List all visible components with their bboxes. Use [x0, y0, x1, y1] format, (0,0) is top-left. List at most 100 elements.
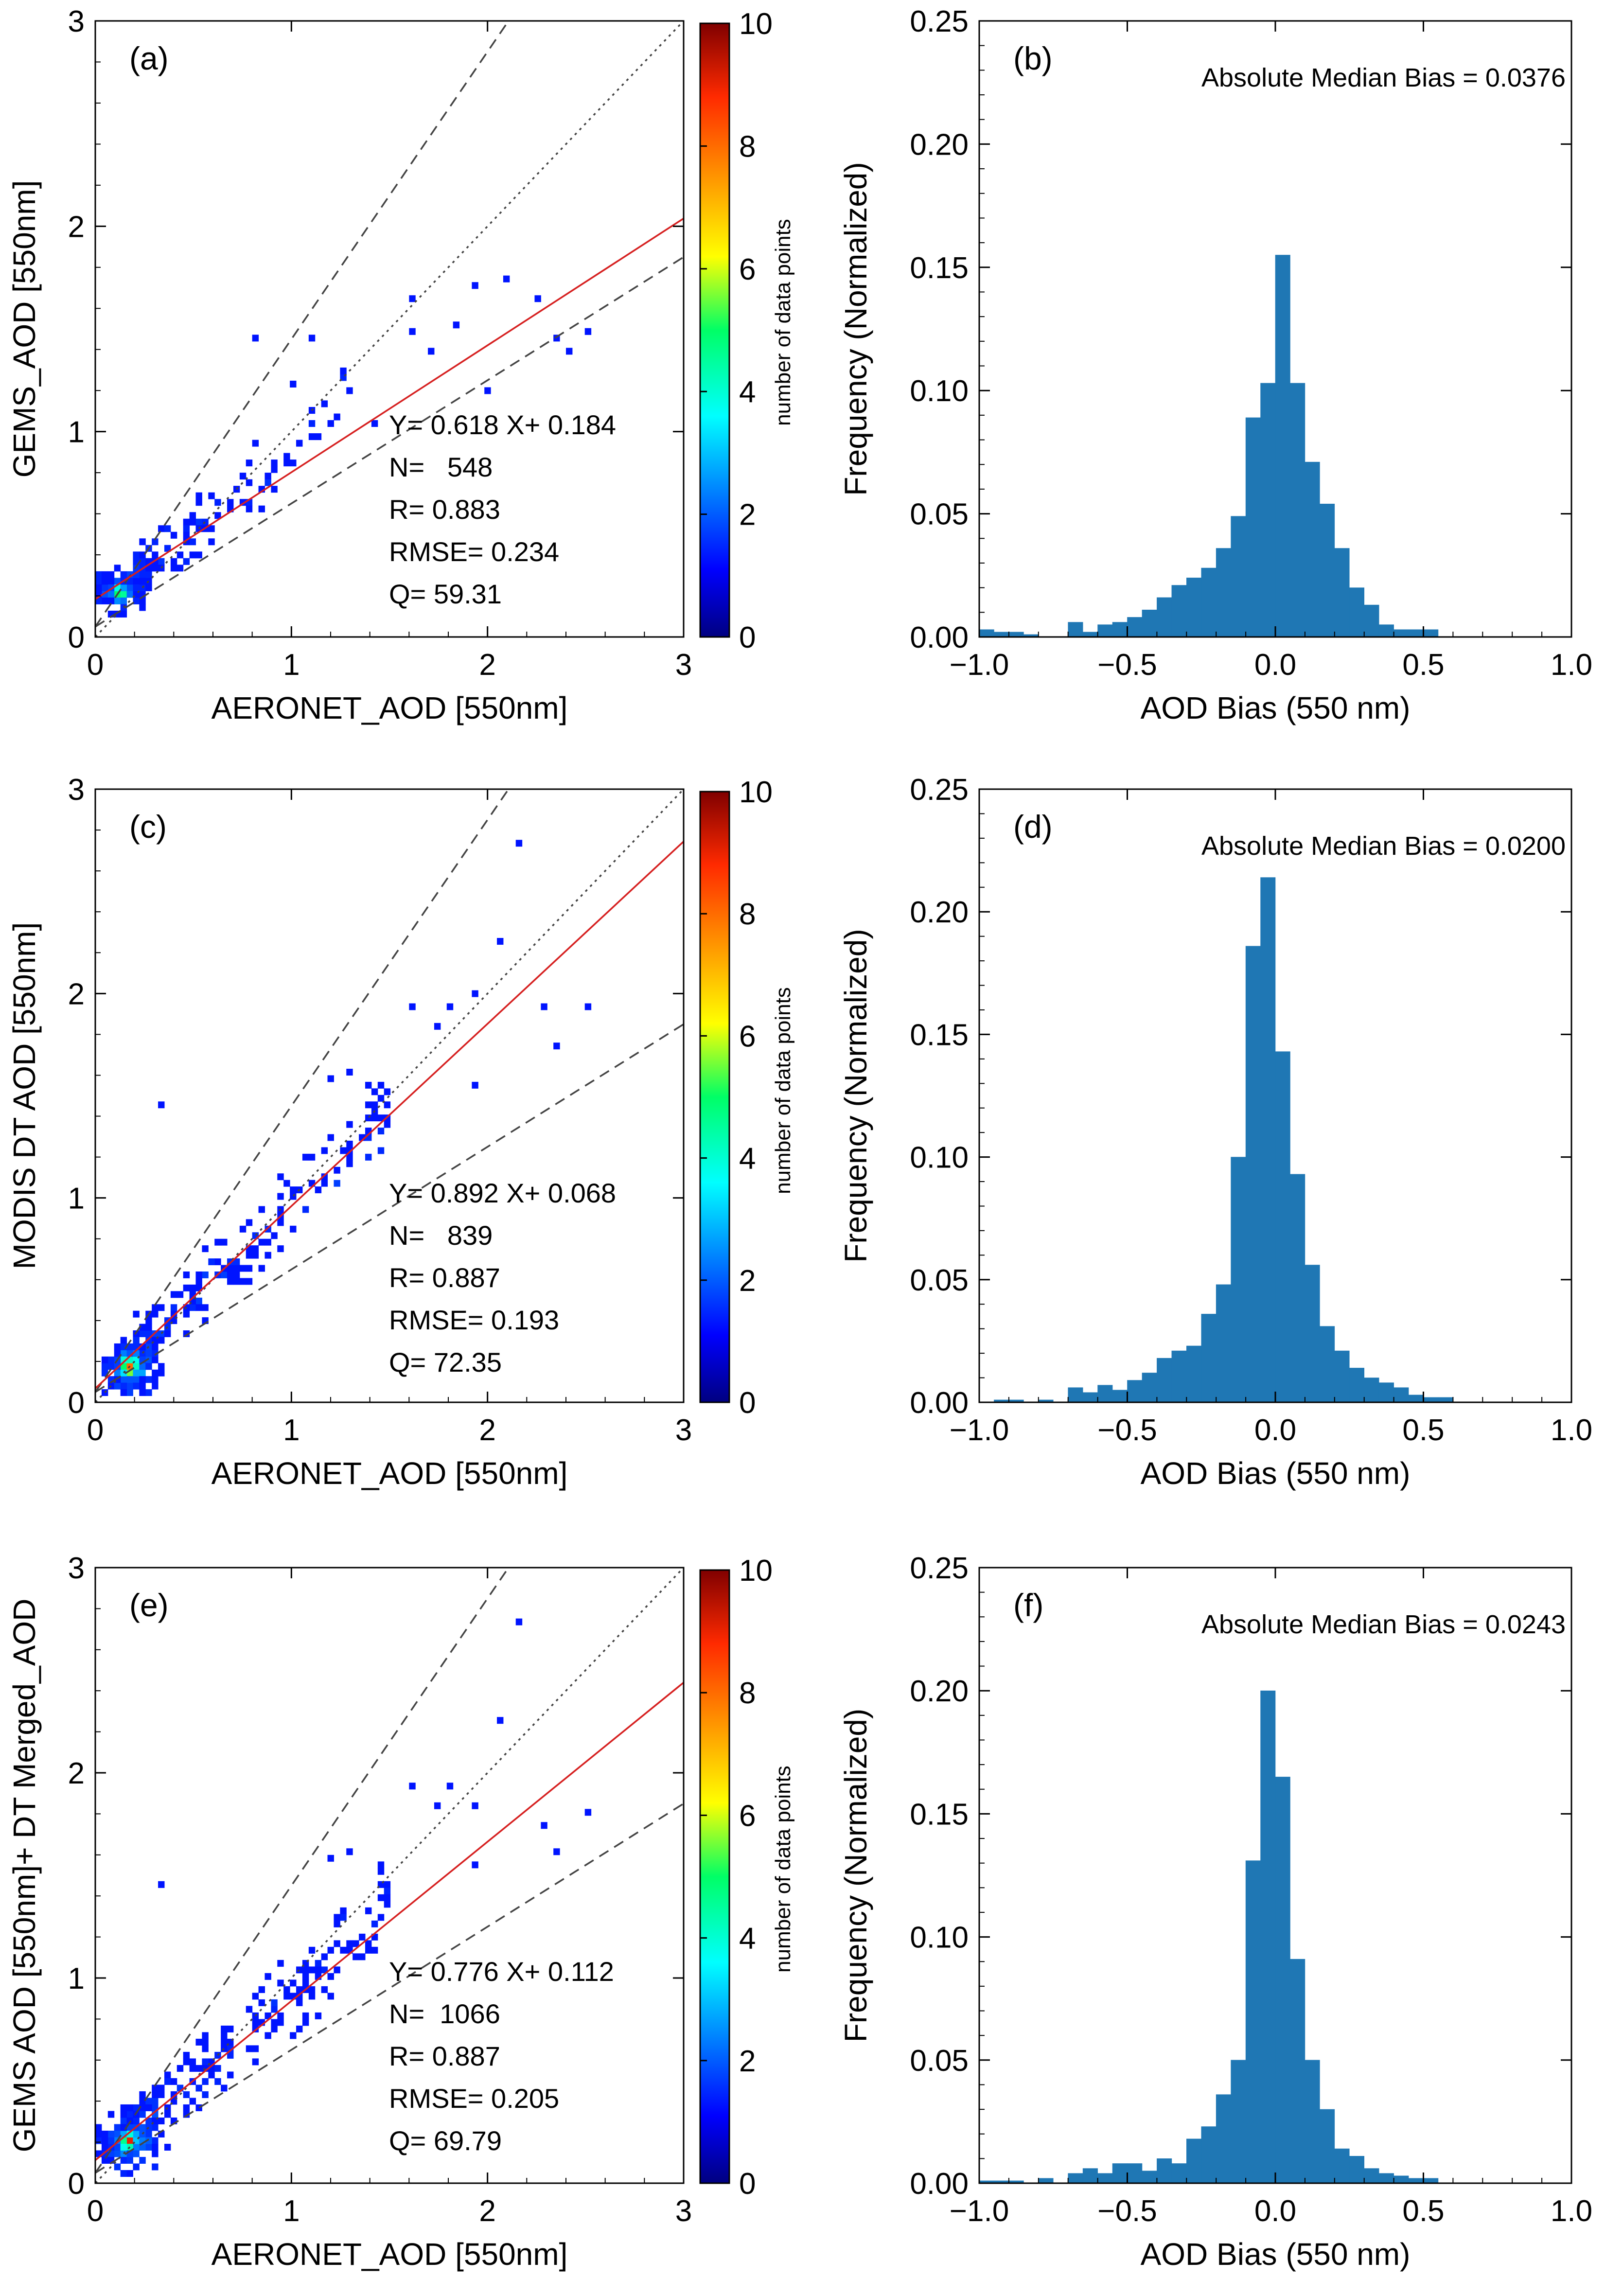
density-cell — [233, 1278, 240, 1285]
histogram-bar — [1275, 1777, 1290, 2184]
density-cell — [145, 1324, 152, 1331]
density-cell — [246, 1278, 253, 1285]
density-cell — [189, 1304, 196, 1311]
density-cell — [302, 1979, 309, 1987]
regression-stat: RMSE= 0.234 — [389, 536, 559, 567]
histogram-bar — [1364, 1378, 1379, 1403]
y-tick-label: 0.10 — [910, 374, 969, 408]
density-cell — [327, 420, 334, 427]
y-tick-label: 0.25 — [910, 773, 969, 807]
density-cell — [371, 1114, 378, 1122]
density-cell — [145, 1350, 152, 1357]
density-cell — [227, 2025, 234, 2032]
density-cell — [158, 1330, 165, 1337]
density-cell — [145, 1389, 152, 1396]
y-tick-label: 0.15 — [910, 1798, 969, 1831]
density-cell — [158, 1363, 165, 1370]
y-tick-label: 0.15 — [910, 1018, 969, 1052]
density-cell — [271, 2019, 278, 2026]
histogram-bar — [1038, 2178, 1054, 2184]
density-cell — [227, 2045, 234, 2052]
density-cell — [164, 2071, 171, 2079]
histogram-bar — [1068, 1387, 1083, 1403]
median-bias-annotation: Absolute Median Bias = 0.0243 — [1201, 1610, 1566, 1639]
x-axis-title: AERONET_AOD [550nm] — [212, 2237, 568, 2272]
x-tick-label: 0 — [87, 2194, 104, 2228]
colorbar-tick-label: 8 — [739, 898, 756, 931]
density-cell — [334, 1166, 340, 1174]
density-cell — [120, 2111, 127, 2118]
density-cell — [195, 2038, 202, 2046]
density-cell — [189, 512, 196, 519]
histogram-bar — [1142, 1373, 1157, 1403]
y-axis-title: MODIS DT AOD [550nm] — [7, 922, 42, 1270]
median-bias-annotation: Absolute Median Bias = 0.0200 — [1201, 831, 1566, 861]
density-cell — [302, 1973, 309, 1980]
histogram-bar — [1378, 2173, 1394, 2184]
density-cell — [133, 578, 140, 585]
density-cell — [214, 512, 221, 519]
density-cell — [189, 2098, 196, 2105]
density-cell — [265, 1973, 271, 1980]
median-bias-annotation: Absolute Median Bias = 0.0376 — [1201, 63, 1566, 92]
density-cell — [446, 1783, 454, 1790]
y-tick-label: 2 — [68, 1757, 85, 1790]
x-axis-title: AOD Bias (550 nm) — [1141, 2237, 1411, 2272]
colorbar-gradient — [699, 1569, 730, 2184]
density-cell — [296, 440, 303, 447]
histogram-bar — [1082, 1392, 1098, 1403]
density-cell — [265, 1252, 271, 1259]
density-cell — [202, 518, 209, 526]
histogram-bar — [1349, 2155, 1365, 2184]
density-cell — [139, 538, 146, 546]
density-cell — [208, 525, 215, 532]
y-tick-label: 2 — [68, 210, 85, 244]
histogram-bar — [1112, 2163, 1128, 2184]
density-cell — [308, 433, 316, 441]
density-cell — [377, 1861, 385, 1869]
histogram-bar — [1364, 2168, 1379, 2184]
histogram-bar — [1245, 946, 1261, 1403]
density-cell — [252, 1245, 259, 1253]
regression-stat: RMSE= 0.205 — [389, 2083, 559, 2114]
lower-envelope-line — [95, 1802, 684, 2174]
histogram-bar — [1097, 2173, 1113, 2184]
density-cell — [584, 328, 592, 335]
histogram-bar — [1393, 1387, 1409, 1403]
x-tick-label: 0.0 — [1254, 2194, 1296, 2228]
density-cell — [139, 578, 146, 585]
density-cell — [95, 571, 102, 578]
density-cell — [265, 479, 271, 486]
density-cell — [434, 1023, 441, 1030]
density-cell — [145, 2130, 152, 2137]
regression-stat: Y= 0.776 X+ 0.112 — [389, 1956, 614, 1987]
density-cell — [114, 2143, 121, 2151]
colorbar-tick-label: 8 — [739, 130, 756, 163]
density-cell — [208, 2071, 215, 2079]
density-cell — [409, 328, 416, 335]
density-cell — [189, 538, 196, 546]
density-cell — [252, 335, 259, 342]
density-cell — [170, 2091, 177, 2098]
density-cell — [290, 1225, 297, 1233]
density-cell — [126, 1382, 133, 1390]
density-cell — [271, 486, 278, 493]
x-tick-label: 1.0 — [1551, 2194, 1592, 2228]
density-cell — [133, 1382, 140, 1390]
density-cell — [202, 1245, 209, 1253]
histogram-bar — [1201, 2126, 1217, 2184]
regression-stat: Q= 69.79 — [389, 2125, 502, 2156]
density-cell — [195, 2065, 202, 2072]
histogram-bar — [1201, 567, 1217, 637]
regression-stat: RMSE= 0.193 — [389, 1305, 559, 1335]
histogram-bar — [1157, 1358, 1172, 1403]
density-cell — [183, 2051, 190, 2059]
histogram-bar — [1320, 1326, 1335, 1403]
density-cell — [195, 1297, 202, 1305]
density-cell — [296, 1999, 303, 2006]
density-cell — [315, 1186, 322, 1194]
density-cell — [233, 1265, 240, 1272]
density-cell — [120, 591, 127, 598]
density-cell — [120, 2156, 127, 2164]
density-cell — [120, 1350, 127, 1357]
